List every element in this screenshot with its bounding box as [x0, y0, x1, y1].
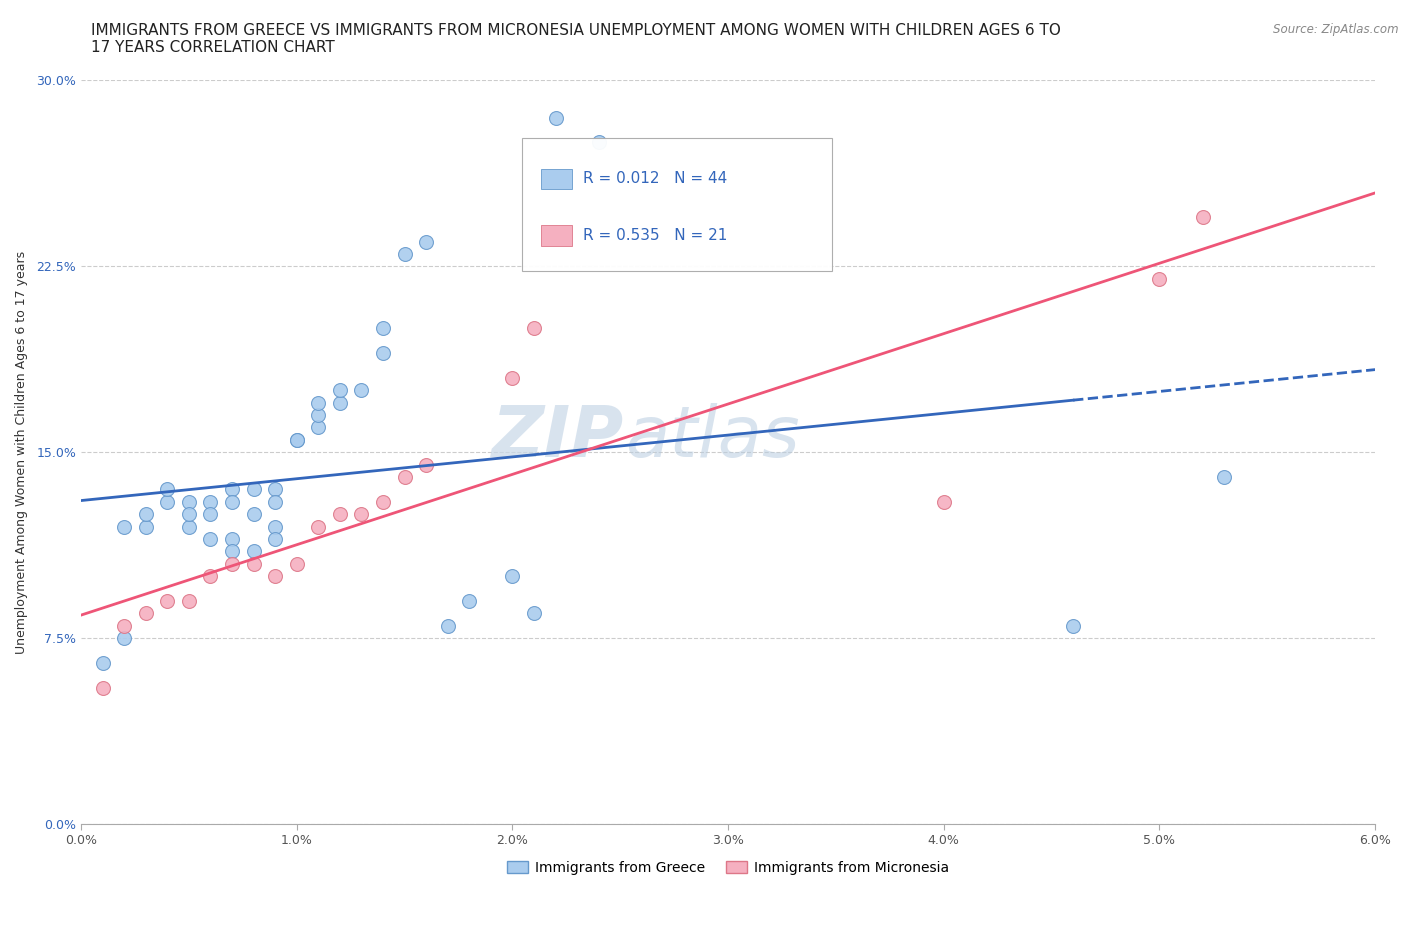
Point — [523, 321, 546, 336]
Point — [523, 605, 546, 620]
Point — [285, 432, 308, 447]
Point — [242, 507, 264, 522]
Point — [350, 507, 373, 522]
Point — [501, 370, 523, 385]
Point — [350, 383, 373, 398]
Point — [177, 494, 200, 509]
Point — [91, 656, 114, 671]
Point — [221, 531, 243, 546]
Point — [135, 605, 157, 620]
Point — [932, 494, 955, 509]
Text: IMMIGRANTS FROM GREECE VS IMMIGRANTS FROM MICRONESIA UNEMPLOYMENT AMONG WOMEN WI: IMMIGRANTS FROM GREECE VS IMMIGRANTS FRO… — [91, 23, 1062, 38]
Point — [371, 494, 394, 509]
Point — [156, 494, 179, 509]
Point — [329, 383, 352, 398]
Point — [307, 395, 329, 410]
Point — [221, 544, 243, 559]
Point — [200, 507, 222, 522]
Point — [501, 568, 523, 583]
Point — [307, 420, 329, 435]
Point — [285, 432, 308, 447]
Point — [112, 519, 135, 534]
Point — [112, 631, 135, 645]
Point — [264, 482, 287, 497]
Point — [242, 556, 264, 571]
Point — [329, 395, 352, 410]
Point — [394, 470, 416, 485]
Point — [242, 544, 264, 559]
Point — [371, 321, 394, 336]
Point — [307, 519, 329, 534]
Point — [200, 494, 222, 509]
Point — [135, 507, 157, 522]
Point — [458, 593, 481, 608]
Point — [264, 494, 287, 509]
Text: R = 0.012   N = 44: R = 0.012 N = 44 — [583, 171, 728, 187]
Point — [415, 234, 437, 249]
Point — [177, 593, 200, 608]
Point — [221, 494, 243, 509]
Point — [135, 519, 157, 534]
Point — [200, 531, 222, 546]
Point — [91, 680, 114, 695]
Point — [588, 135, 610, 150]
Text: Source: ZipAtlas.com: Source: ZipAtlas.com — [1274, 23, 1399, 36]
Point — [156, 593, 179, 608]
Point — [112, 618, 135, 633]
Point — [177, 519, 200, 534]
Point — [544, 110, 567, 125]
Point — [329, 507, 352, 522]
Point — [264, 519, 287, 534]
Point — [221, 482, 243, 497]
Point — [415, 458, 437, 472]
Text: R = 0.535   N = 21: R = 0.535 N = 21 — [583, 228, 728, 244]
Point — [1062, 618, 1084, 633]
Point — [436, 618, 458, 633]
Point — [1213, 470, 1236, 485]
Point — [177, 507, 200, 522]
Point — [221, 556, 243, 571]
Point — [307, 407, 329, 422]
Point — [285, 556, 308, 571]
Point — [1191, 209, 1213, 224]
Y-axis label: Unemployment Among Women with Children Ages 6 to 17 years: Unemployment Among Women with Children A… — [15, 250, 28, 654]
Point — [200, 568, 222, 583]
Point — [371, 346, 394, 361]
Point — [1149, 272, 1171, 286]
Point — [394, 246, 416, 261]
Point — [264, 531, 287, 546]
Point — [242, 482, 264, 497]
Text: atlas: atlas — [624, 403, 799, 472]
Legend: Immigrants from Greece, Immigrants from Micronesia: Immigrants from Greece, Immigrants from … — [502, 855, 955, 880]
Text: 17 YEARS CORRELATION CHART: 17 YEARS CORRELATION CHART — [91, 40, 335, 55]
Point — [156, 482, 179, 497]
Point — [264, 568, 287, 583]
Text: ZIP: ZIP — [492, 403, 624, 472]
